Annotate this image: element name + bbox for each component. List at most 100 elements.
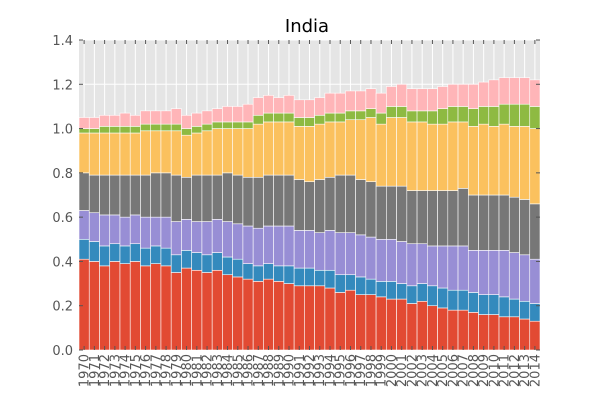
bar-segment	[437, 287, 449, 309]
bar-segment	[283, 225, 295, 267]
x-tick-label: 1983	[211, 354, 226, 387]
bar-segment	[498, 250, 510, 298]
x-tick-label: 1981	[190, 354, 205, 387]
x-tick-label: 1993	[313, 354, 328, 387]
bar-segment	[447, 289, 459, 311]
bar-segment	[222, 128, 233, 174]
bar-segment	[478, 294, 490, 315]
x-tick-label: 1992	[303, 354, 318, 387]
x-tick-label: 1995	[334, 354, 349, 387]
bar-segment	[293, 117, 305, 127]
bar-segment	[252, 265, 264, 282]
bar-segment	[498, 296, 510, 318]
bar-segment	[386, 86, 397, 107]
x-tick-label: 2000	[385, 354, 400, 387]
chart-title: India	[285, 16, 329, 37]
bar-segment	[396, 283, 408, 300]
bar-segment	[252, 281, 264, 351]
bar-segment	[109, 261, 121, 351]
bar-segment	[191, 126, 203, 134]
x-tick-label: 1971	[88, 354, 103, 387]
bar-segment	[88, 132, 100, 176]
bar-segment	[252, 97, 264, 116]
bar-segment	[109, 243, 121, 262]
bar-segment	[170, 108, 182, 125]
bar-segment	[99, 214, 111, 247]
bar-segment	[355, 179, 367, 236]
bar-segment	[519, 199, 531, 256]
bar-segment	[304, 267, 315, 287]
bar-segment	[232, 258, 244, 278]
bar-segment	[283, 174, 295, 227]
bar-segment	[88, 261, 100, 351]
bar-segment	[150, 245, 162, 264]
bar-segment	[109, 214, 121, 245]
bar-segment	[427, 285, 438, 307]
x-tick-label: 1986	[242, 354, 257, 387]
bar-segment	[160, 216, 172, 249]
bar-segment	[396, 298, 408, 351]
bar-segment	[508, 316, 520, 351]
bar-segment	[467, 194, 479, 251]
bar-segment	[242, 121, 254, 129]
bar-segment	[119, 216, 131, 247]
bar-segment	[467, 250, 479, 293]
x-tick-label: 2004	[426, 354, 441, 387]
bar-segment	[416, 190, 428, 245]
x-tick-label: 1988	[262, 354, 277, 387]
bar-segment	[519, 77, 531, 105]
bar-segment	[242, 176, 254, 227]
x-tick-label: 1987	[252, 354, 267, 387]
bar-segment	[314, 97, 326, 116]
bar-segment	[334, 232, 346, 276]
bar-segment	[386, 185, 397, 240]
bar-segment	[232, 174, 244, 225]
bar-segment	[129, 261, 141, 351]
bar-segment	[119, 132, 131, 176]
bar-segment	[406, 303, 418, 351]
bar-segment	[488, 314, 500, 351]
x-tick-label: 2013	[518, 354, 533, 387]
x-tick-label: 1991	[293, 354, 308, 387]
bar-segment	[78, 172, 90, 211]
bar-segment	[160, 130, 172, 174]
bar-segment	[498, 77, 510, 105]
bar-segment	[498, 316, 510, 351]
bar-segment	[478, 314, 490, 351]
bar-segment	[170, 221, 182, 256]
bar-segment	[129, 114, 141, 127]
x-tick-label: 2011	[498, 354, 513, 387]
bar-segment	[222, 256, 233, 276]
bar-segment	[252, 176, 264, 229]
bar-segment	[334, 174, 346, 233]
bar-segment	[416, 283, 428, 302]
bar-segment	[529, 258, 541, 304]
x-tick-label: 2003	[416, 354, 431, 387]
bar-segment	[222, 274, 233, 351]
bar-segment	[365, 181, 377, 238]
bar-segment	[406, 110, 418, 123]
x-tick-label: 1977	[149, 354, 164, 387]
bar-segment	[447, 106, 459, 123]
bar-segment	[529, 79, 541, 107]
axes: 0.0 0.2 0.4 0.6 0.8 1.0 1.2 1.4 1970197119721973…	[52, 34, 543, 387]
bar-segment	[375, 238, 387, 282]
bar-segment	[457, 188, 469, 247]
x-tick-label: 2005	[436, 354, 451, 387]
bar-segment	[396, 83, 408, 107]
bar-segment	[293, 99, 305, 118]
bar-segment	[437, 245, 449, 289]
bar-segment	[99, 126, 111, 134]
x-tick-label: 1998	[364, 354, 379, 387]
bar-segment	[191, 112, 203, 127]
bar-segment	[447, 83, 459, 107]
bar-segment	[263, 278, 274, 351]
y-tick-label: 1.4	[52, 34, 73, 49]
bar-segment	[375, 296, 387, 351]
bar-segment	[129, 243, 141, 262]
bar-segment	[334, 112, 346, 123]
bar-segment	[324, 92, 336, 114]
bar-segment	[78, 117, 90, 129]
bar-segment	[201, 272, 213, 351]
bar-segment	[283, 121, 295, 176]
